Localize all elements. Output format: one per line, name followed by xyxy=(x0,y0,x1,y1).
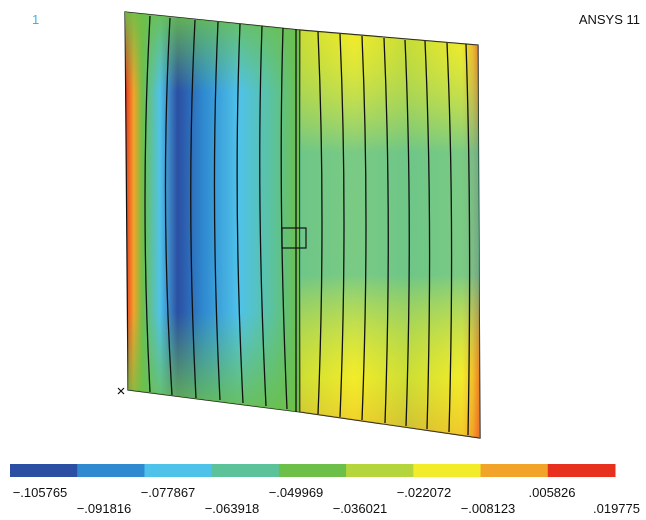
legend-bin xyxy=(413,464,481,477)
title: ANSYS 11 xyxy=(579,12,640,27)
legend-bin xyxy=(346,464,414,477)
legend-label: −.091816 xyxy=(77,501,132,516)
legend-bin xyxy=(144,464,212,477)
screenshot: 1 ANSYS 11 −.105765 −.091816 −.077867 −.063… xyxy=(0,0,646,520)
legend: −.105765 −.091816 −.077867 −.063918 −.049969… xyxy=(10,464,640,516)
legend-bin xyxy=(77,464,145,477)
legend-label: −.036021 xyxy=(333,501,388,516)
legend-bin xyxy=(481,464,549,477)
legend-bin xyxy=(212,464,280,477)
legend-bin xyxy=(279,464,347,477)
legend-label: −.063918 xyxy=(205,501,260,516)
legend-label: −.105765 xyxy=(13,485,68,500)
legend-bin xyxy=(548,464,616,477)
legend-bin xyxy=(10,464,78,477)
legend-label: −.077867 xyxy=(141,485,196,500)
legend-label: −.022072 xyxy=(397,485,452,500)
legend-label: .005826 xyxy=(529,485,576,500)
legend-label: −.049969 xyxy=(269,485,324,500)
model xyxy=(118,12,480,438)
window-number: 1 xyxy=(32,12,39,27)
legend-label: −.008123 xyxy=(461,501,516,516)
legend-label: .019775 xyxy=(593,501,640,516)
contour-plot: 1 ANSYS 11 −.105765 −.091816 −.077867 −.063… xyxy=(0,0,646,520)
